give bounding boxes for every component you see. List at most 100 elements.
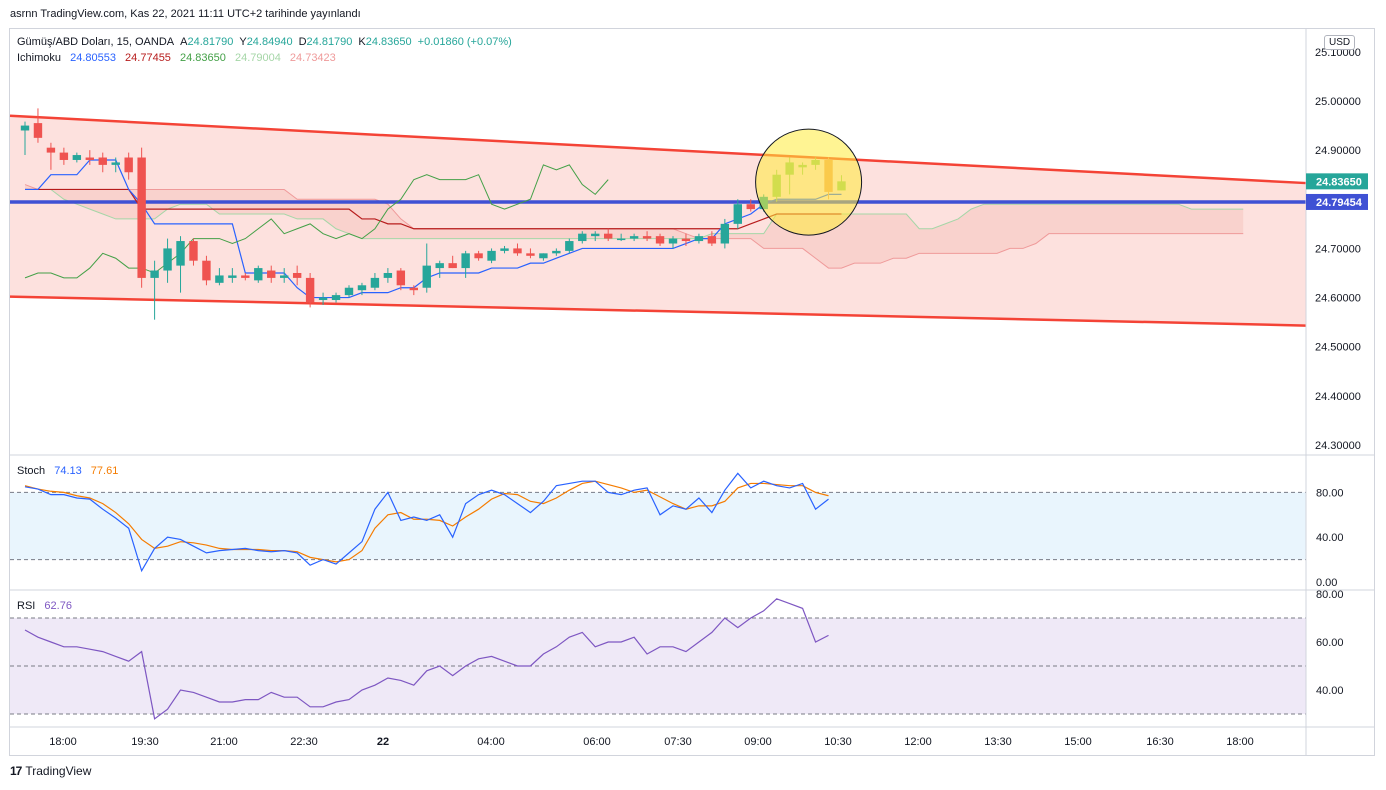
stoch-band-fill [10,492,1306,560]
time-tick-label: 19:30 [131,736,159,748]
price-tick-label: 24.90000 [1315,145,1361,157]
candle-body [500,248,509,251]
candle-body [150,270,159,278]
candle-body [59,152,69,160]
candle-body [280,275,289,278]
rsi-name[interactable]: RSI [17,600,36,612]
tradingview-logo-icon: 17 [10,764,22,778]
ichimoku-tenkan-line [25,159,842,299]
price-tick-label: 24.50000 [1315,342,1361,354]
footer-brand[interactable]: 17 TradingView [10,764,91,778]
candle-body [254,268,263,281]
time-tick-label: 12:00 [904,736,932,748]
candle-body [409,287,418,291]
stoch-tick-label: 0.00 [1316,577,1337,589]
candle-body [20,125,30,131]
price-tick-label: 24.30000 [1315,440,1361,452]
ichimoku-tenkan-value: 24.80553 [70,52,116,64]
stoch-pane [10,472,1306,573]
candle-body [487,250,496,261]
symbol-legend[interactable]: Gümüş/ABD Doları, 15, OANDA A24.81790 Y24.… [17,36,518,48]
candle-body [448,263,457,269]
time-tick-label: 13:30 [984,736,1012,748]
ichimoku-kijun-value: 24.77455 [125,52,171,64]
time-tick-label: 06:00 [583,736,611,748]
brand-name: TradingView [25,764,92,778]
time-tick-label: 07:30 [664,736,692,748]
candle-body [33,123,43,138]
candle-body [668,238,678,244]
symbol-name[interactable]: Gümüş/ABD Doları, 15, OANDA [17,36,175,48]
candle-body [565,241,574,251]
stoch-legend[interactable]: Stoch 74.13 77.61 [17,465,124,477]
rsi-pane [10,598,1306,720]
change-value: +0.01860 (+0.07%) [417,36,512,48]
ichimoku-legend[interactable]: Ichimoku 24.80553 24.77455 24.83650 24.7… [17,52,342,64]
rsi-line [24,598,829,720]
candle-body [305,277,315,303]
ichimoku-spanb-value: 24.73423 [289,52,336,64]
currency-badge[interactable]: USD [1324,35,1356,50]
rsi-tick-label: 40.00 [1316,685,1344,697]
stoch-tick-label: 80.00 [1316,487,1344,499]
candle-body [98,157,107,165]
candle-body [526,253,535,256]
stoch-name[interactable]: Stoch [17,465,46,477]
price-badge-label: 24.83650 [1316,176,1362,188]
candle-body [267,270,276,278]
candle-body [176,241,185,266]
ichimoku-name[interactable]: Ichimoku [17,52,62,64]
candle-body [733,204,742,224]
candle-body [383,272,393,278]
price-tick-label: 24.70000 [1315,243,1361,255]
candle-body [241,275,250,278]
low-label: D [298,36,307,48]
candle-body [578,233,587,242]
time-tick-label: 18:00 [49,736,77,748]
time-tick-label: 15:00 [1064,736,1092,748]
rsi-value: 62.76 [44,600,72,612]
rsi-tick-label: 80.00 [1316,589,1344,601]
candle-body [435,263,444,269]
ichimoku-spana-value: 24.79004 [234,52,281,64]
candle-body [202,260,211,281]
ichimoku-chikou-line [24,164,609,279]
price-tick-label: 25.00000 [1315,96,1361,108]
rsi-legend[interactable]: RSI 62.76 [17,600,78,612]
candle-body [642,236,652,239]
close-value: 24.83650 [365,36,412,48]
candle-body [357,285,367,291]
candle-body [72,155,82,160]
time-tick-label: 21:00 [210,736,238,748]
stoch-k-line [24,472,829,573]
candle-body [746,204,755,210]
publish-header: asrnn TradingView.com, Kas 22, 2021 11:1… [10,8,361,20]
candle-body [422,265,431,288]
candle-body [604,233,613,239]
candle-body [85,157,94,160]
candle-body [707,236,717,244]
candle-body [461,253,470,269]
time-tick-label: 22:30 [290,736,318,748]
low-value: 24.81790 [306,36,353,48]
chart-frame[interactable] [9,28,1375,756]
candle-body [474,253,483,259]
candle-body [124,157,133,173]
candle-body [616,238,626,241]
price-tick-label: 24.40000 [1315,391,1361,403]
high-value: 24.84940 [246,36,293,48]
stoch-d-line [24,480,829,563]
time-tick-label: 22 [377,736,389,748]
time-tick-label: 18:00 [1226,736,1254,748]
candle-body [228,275,237,278]
open-value: 24.81790 [187,36,234,48]
price-tick-label: 24.60000 [1315,293,1361,305]
candle-body [370,277,380,288]
high-label: Y [239,36,247,48]
candle-body [163,248,172,271]
candle-body [189,241,198,261]
candle-body [539,253,548,259]
stoch-tick-label: 40.00 [1316,532,1344,544]
channel-upper-line [9,114,1307,185]
